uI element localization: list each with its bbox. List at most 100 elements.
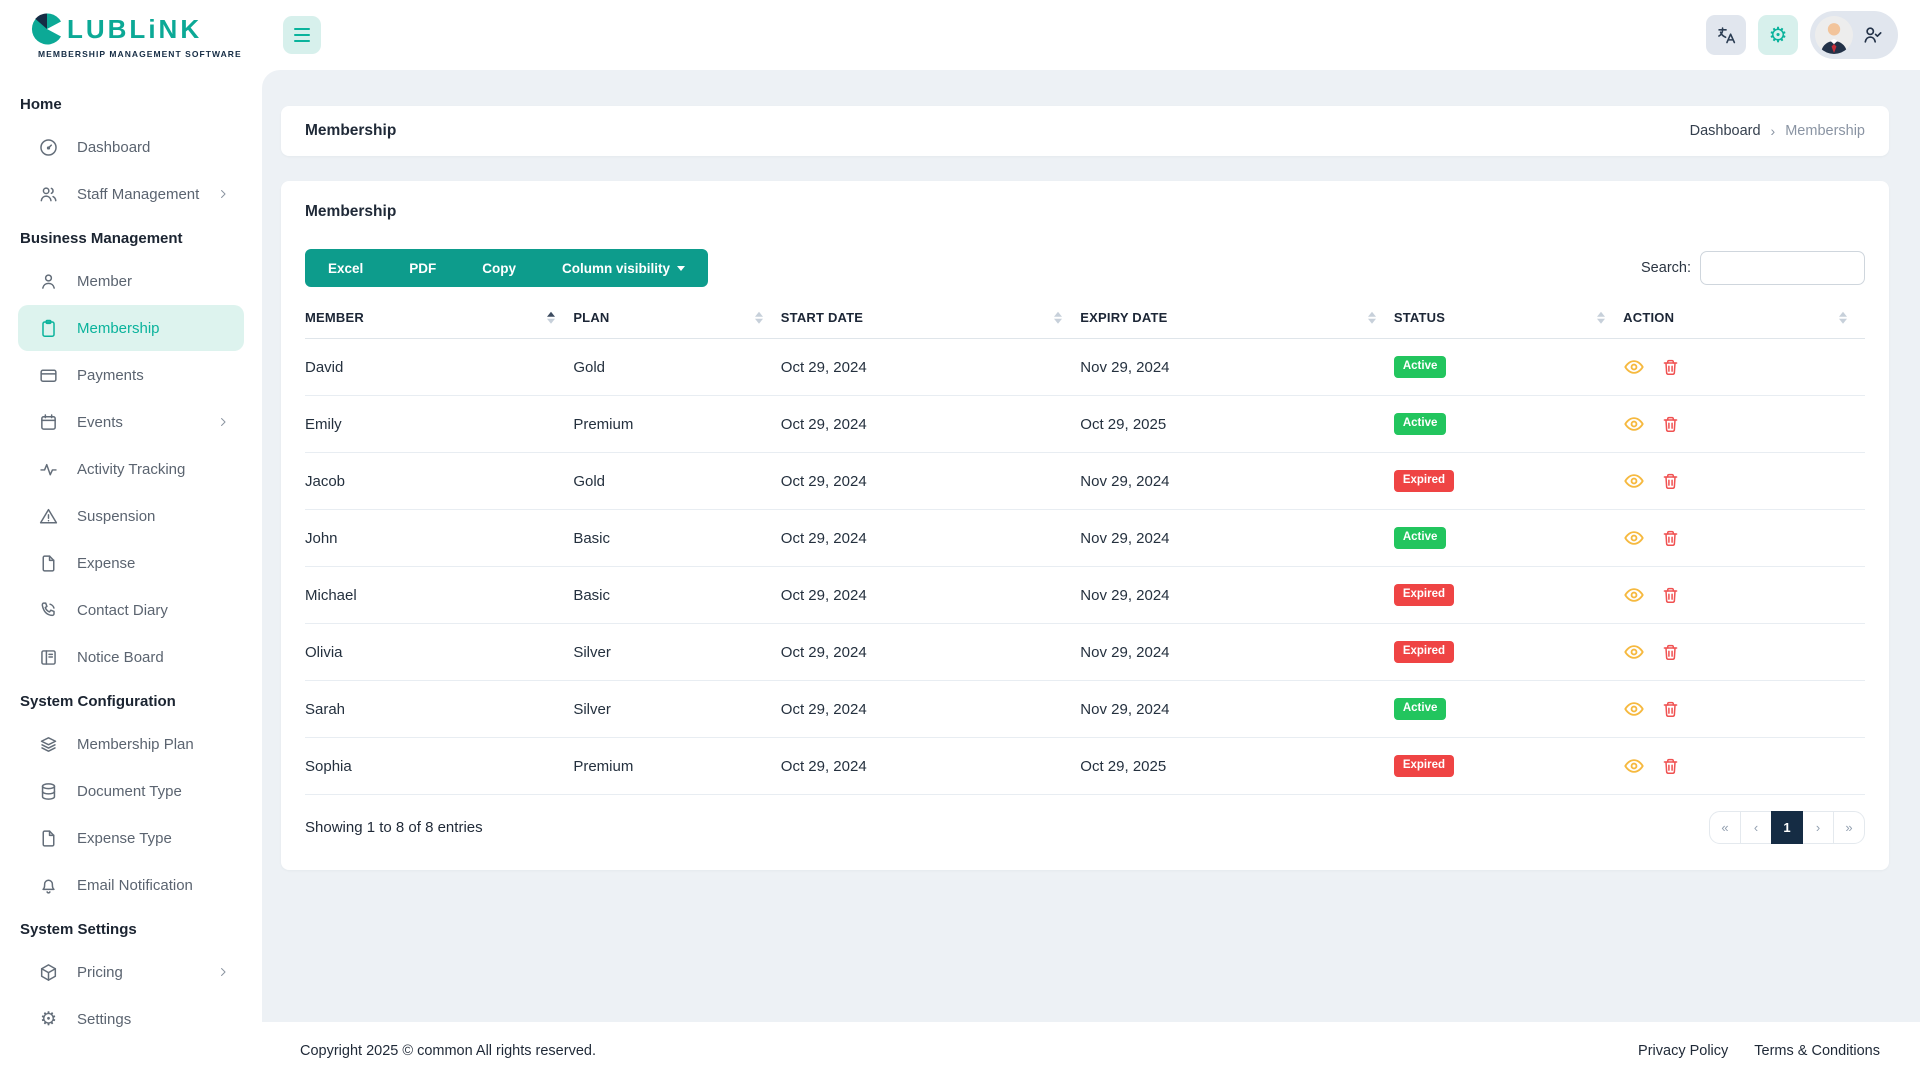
cell-action — [1623, 338, 1865, 396]
cell-start-date: Oct 29, 2024 — [780, 566, 1081, 624]
cell-expiry-date: Nov 29, 2024 — [1080, 452, 1394, 510]
search-input[interactable] — [1700, 251, 1865, 285]
settings-button[interactable]: ⚙ — [1758, 15, 1798, 55]
copy-button[interactable]: Copy — [459, 249, 539, 287]
cell-status: Expired — [1393, 623, 1624, 681]
cell-member: Sophia — [305, 737, 574, 795]
view-button[interactable] — [1623, 641, 1645, 663]
brand-logo[interactable]: LUBLiNK MEMBERSHIP MANAGEMENT SOFTWARE — [0, 0, 262, 70]
trash-icon — [1661, 358, 1680, 377]
sidebar-item-label: Notice Board — [77, 648, 164, 666]
delete-button[interactable] — [1661, 472, 1680, 491]
trash-icon — [1661, 700, 1680, 719]
sidebar-item-staff-management[interactable]: Staff Management — [18, 171, 244, 217]
column-header-expiry-date[interactable]: EXPIRY DATE — [1080, 297, 1394, 339]
cell-member: Jacob — [305, 452, 574, 510]
eye-icon — [1623, 641, 1645, 663]
sidebar-item-settings[interactable]: ⚙ Settings — [18, 996, 244, 1042]
footer-link-privacy-policy[interactable]: Privacy Policy — [1638, 1043, 1729, 1059]
sidebar-item-activity-tracking[interactable]: Activity Tracking — [18, 446, 244, 492]
cell-member: John — [305, 509, 574, 567]
column-header-action[interactable]: ACTION — [1623, 297, 1865, 339]
breadcrumb-dashboard[interactable]: Dashboard — [1689, 123, 1761, 139]
delete-button[interactable] — [1661, 358, 1680, 377]
first-page-button[interactable]: « — [1709, 811, 1741, 844]
sidebar-item-notice-board[interactable]: Notice Board — [18, 634, 244, 680]
eye-icon — [1623, 470, 1645, 492]
sidebar-item-member[interactable]: Member — [18, 258, 244, 304]
delete-button[interactable] — [1661, 643, 1680, 662]
content-area: Membership Dashboard › Membership Membersh… — [262, 70, 1920, 1022]
column-header-plan[interactable]: PLAN — [573, 297, 781, 339]
sidebar-item-label: Pricing — [77, 963, 123, 981]
sidebar-item-suspension[interactable]: Suspension — [18, 493, 244, 539]
cell-member: Sarah — [305, 680, 574, 738]
cell-expiry-date: Nov 29, 2024 — [1080, 566, 1394, 624]
cell-status: Expired — [1393, 737, 1624, 795]
table-row: Olivia Silver Oct 29, 2024 Nov 29, 2024 Expi… — [305, 623, 1865, 681]
delete-button[interactable] — [1661, 529, 1680, 548]
column-header-status[interactable]: STATUS — [1393, 297, 1624, 339]
delete-button[interactable] — [1661, 415, 1680, 434]
sidebar-section-title: System Settings — [20, 921, 137, 938]
eye-icon — [1623, 413, 1645, 435]
footer-links: Privacy Policy Terms & Conditions — [1638, 1043, 1880, 1059]
view-button[interactable] — [1623, 470, 1645, 492]
cell-start-date: Oct 29, 2024 — [780, 737, 1081, 795]
table-row: Jacob Gold Oct 29, 2024 Nov 29, 2024 Expired — [305, 452, 1865, 510]
user-menu[interactable] — [1810, 11, 1898, 59]
delete-button[interactable] — [1661, 700, 1680, 719]
view-button[interactable] — [1623, 698, 1645, 720]
eye-icon — [1623, 584, 1645, 606]
sidebar-item-expense[interactable]: Expense — [18, 540, 244, 586]
topbar-actions: ⚙ — [1706, 11, 1898, 59]
sidebar-item-expense-type[interactable]: Expense Type — [18, 815, 244, 861]
delete-button[interactable] — [1661, 586, 1680, 605]
cell-expiry-date: Oct 29, 2025 — [1080, 395, 1394, 453]
sort-icon — [547, 311, 556, 324]
sidebar-item-label: Payments — [77, 366, 144, 384]
table-row: Sophia Premium Oct 29, 2024 Oct 29, 2025 Exp… — [305, 737, 1865, 795]
pdf-button[interactable]: PDF — [386, 249, 459, 287]
eye-icon — [1623, 755, 1645, 777]
cell-plan: Gold — [573, 452, 781, 510]
sidebar-item-dashboard[interactable]: Dashboard — [18, 124, 244, 170]
last-page-button[interactable]: » — [1833, 811, 1865, 844]
view-button[interactable] — [1623, 755, 1645, 777]
sidebar-nav: Home Dashboard Staff Management Business Ma… — [0, 70, 262, 1042]
prev-page-button[interactable]: ‹ — [1740, 811, 1772, 844]
hamburger-menu-button[interactable] — [283, 16, 321, 54]
sidebar-item-membership[interactable]: Membership — [18, 305, 244, 351]
table-row: David Gold Oct 29, 2024 Nov 29, 2024 Active — [305, 338, 1865, 396]
view-button[interactable] — [1623, 413, 1645, 435]
sidebar-item-email-notification[interactable]: Email Notification — [18, 862, 244, 908]
cell-start-date: Oct 29, 2024 — [780, 509, 1081, 567]
sort-icon — [1054, 311, 1063, 324]
translate-button[interactable] — [1706, 15, 1746, 55]
view-button[interactable] — [1623, 356, 1645, 378]
phone-icon — [38, 600, 59, 621]
column-header-member[interactable]: MEMBER — [305, 297, 574, 339]
column-header-start-date[interactable]: START DATE — [780, 297, 1081, 339]
cell-member: Olivia — [305, 623, 574, 681]
column-visibility-button[interactable]: Column visibility — [539, 249, 708, 287]
gear-icon: ⚙ — [1768, 23, 1788, 47]
hamburger-icon — [294, 28, 310, 31]
delete-button[interactable] — [1661, 757, 1680, 776]
brand-logo-icon — [30, 12, 64, 46]
sidebar-item-label: Membership — [77, 319, 160, 337]
trash-icon — [1661, 757, 1680, 776]
sidebar-item-events[interactable]: Events — [18, 399, 244, 445]
sidebar-item-membership-plan[interactable]: Membership Plan — [18, 721, 244, 767]
footer-link-terms-conditions[interactable]: Terms & Conditions — [1754, 1043, 1880, 1059]
sidebar-item-contact-diary[interactable]: Contact Diary — [18, 587, 244, 633]
sidebar-item-document-type[interactable]: Document Type — [18, 768, 244, 814]
next-page-button[interactable]: › — [1802, 811, 1834, 844]
view-button[interactable] — [1623, 527, 1645, 549]
view-button[interactable] — [1623, 584, 1645, 606]
page-1-button[interactable]: 1 — [1771, 811, 1803, 844]
excel-button[interactable]: Excel — [305, 249, 386, 287]
sidebar-item-pricing[interactable]: Pricing — [18, 949, 244, 995]
sidebar-item-payments[interactable]: Payments — [18, 352, 244, 398]
